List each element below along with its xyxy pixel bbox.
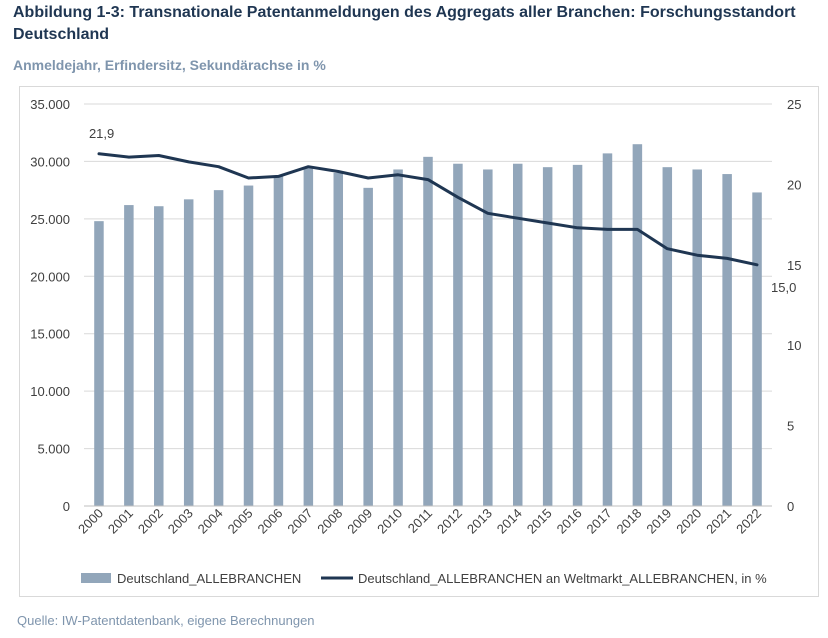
x-tick-label: 2010 — [374, 506, 405, 537]
x-tick-label: 2016 — [554, 506, 585, 537]
bar — [423, 156, 433, 506]
bar — [333, 172, 344, 506]
bar — [483, 169, 493, 506]
y-secondary-tick-label: 25 — [787, 97, 801, 112]
x-tick-label: 2007 — [284, 506, 315, 537]
bar — [213, 190, 224, 506]
x-tick-label: 2015 — [524, 506, 555, 537]
x-tick-label: 2002 — [135, 506, 166, 537]
y-secondary-tick-label: 15 — [787, 258, 801, 273]
x-tick-label: 2003 — [165, 506, 196, 537]
x-tick-label: 2021 — [703, 506, 734, 537]
bar — [722, 174, 732, 506]
y-primary-tick-label: 35.000 — [30, 97, 70, 112]
bar — [692, 169, 702, 506]
bar — [662, 167, 673, 506]
y-secondary-tick-label: 20 — [787, 177, 801, 192]
x-tick-label: 2001 — [105, 506, 136, 537]
bar — [752, 192, 762, 506]
legend-label-line: Deutschland_ALLEBRANCHEN an Weltmarkt_AL… — [358, 571, 767, 586]
x-tick-label: 2000 — [75, 506, 106, 537]
x-tick-label: 2005 — [225, 506, 256, 537]
data-label: 21,9 — [89, 126, 114, 141]
x-tick-label: 2004 — [195, 506, 226, 537]
x-tick-label: 2008 — [314, 506, 345, 537]
source-note: Quelle: IW-Patentdatenbank, eigene Berec… — [17, 613, 315, 628]
bar — [303, 167, 314, 506]
bar — [453, 163, 463, 506]
x-tick-label: 2012 — [434, 506, 465, 537]
bar — [602, 153, 613, 507]
bar — [542, 167, 553, 506]
bar — [183, 199, 194, 506]
y-primary-tick-label: 15.000 — [30, 327, 70, 342]
chart-title: Abbildung 1-3: Transnationale Patentanme… — [13, 4, 796, 43]
x-tick-label: 2020 — [673, 506, 704, 537]
legend-label-bar: Deutschland_ALLEBRANCHEN — [117, 571, 301, 586]
x-tick-label: 2009 — [344, 506, 375, 537]
x-tick-label: 2011 — [405, 506, 435, 536]
chart-frame — [19, 86, 819, 597]
bar — [94, 221, 104, 506]
bar — [273, 176, 284, 507]
bar — [572, 164, 583, 507]
bar — [124, 205, 134, 506]
x-tick-label: 2018 — [613, 506, 644, 537]
x-tick-label: 2022 — [733, 506, 764, 537]
y-primary-tick-label: 30.000 — [30, 154, 70, 169]
x-tick-label: 2014 — [494, 506, 525, 537]
bar — [363, 187, 373, 507]
y-primary-tick-label: 25.000 — [30, 212, 70, 227]
legend-swatch-bar — [81, 573, 111, 583]
bar — [154, 206, 164, 507]
bar — [393, 169, 403, 506]
x-tick-label: 2017 — [584, 506, 615, 537]
y-primary-tick-label: 0 — [63, 499, 70, 514]
x-tick-label: 2006 — [254, 506, 285, 537]
chart-subtitle: Anmeldejahr, Erfindersitz, Sekundärachse… — [13, 57, 326, 73]
bar — [512, 163, 523, 506]
x-tick-label: 2019 — [643, 506, 674, 537]
y-primary-tick-label: 20.000 — [30, 269, 70, 284]
y-primary-tick-label: 5.000 — [37, 442, 70, 457]
x-tick-label: 2013 — [464, 506, 495, 537]
bar — [243, 185, 254, 506]
y-secondary-tick-label: 10 — [787, 338, 801, 353]
data-label: 15,0 — [771, 280, 796, 295]
bar — [632, 144, 643, 506]
y-secondary-tick-label: 5 — [787, 419, 794, 434]
y-primary-tick-label: 10.000 — [30, 384, 70, 399]
y-secondary-tick-label: 0 — [787, 499, 794, 514]
